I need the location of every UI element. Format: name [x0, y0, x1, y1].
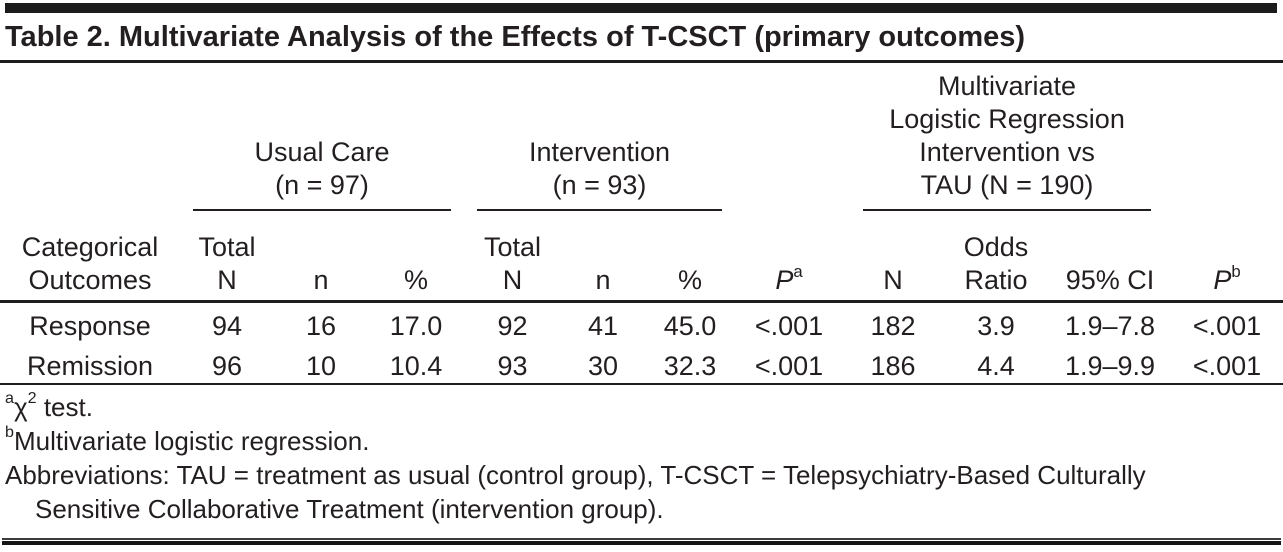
col-header-odds-ratio: Odds Ratio [943, 211, 1050, 303]
outcome-cell: Remission [0, 343, 180, 385]
bottom-thin-rule [2, 538, 1281, 540]
outcome-header-line1: Categorical [21, 232, 159, 262]
multivariate-line2: Logistic Regression [889, 104, 1125, 134]
footnote-a: aχ2 test. [5, 390, 1275, 424]
p-a-label: P [775, 265, 794, 295]
footnote-b-text: Multivariate logistic regression. [13, 426, 370, 456]
abbreviations-line2: Sensitive Collaborative Treatment (inter… [35, 494, 664, 524]
odds-line1: Odds [963, 232, 1029, 262]
odds-line2: Ratio [964, 265, 1028, 295]
footnote-a-marker: a [5, 389, 14, 408]
col-header-int-n: n [561, 211, 645, 303]
p-b-cell: <.001 [1192, 311, 1262, 341]
top-rule-bar [5, 3, 1277, 13]
col-header-int-total-n: Total N [464, 211, 561, 303]
multivariate-group-header: Multivariate Logistic Regression Intervent… [843, 63, 1171, 211]
mv-n-cell: 186 [843, 343, 944, 385]
int-total-line1: Total [483, 232, 542, 262]
odds-cell: 3.9 [977, 311, 1015, 341]
p-a-cell: <.001 [735, 343, 844, 385]
footnotes: aχ2 test. bMultivariate logistic regress… [0, 385, 1283, 526]
p-a-cell: <.001 [754, 311, 824, 341]
col-header-int-pct: % [645, 211, 736, 303]
ci-cell: 1.9–7.8 [1064, 311, 1156, 341]
footnote-b-marker: b [5, 423, 14, 442]
spanner-empty-pb [1171, 63, 1283, 211]
p-a-superscript: a [793, 261, 803, 281]
int-pct-cell: 32.3 [645, 343, 736, 385]
col-header-mv-n: N [843, 211, 944, 303]
ci-cell: 1.9–9.9 [1049, 343, 1172, 385]
uc-total-cell: 96 [180, 343, 274, 385]
intervention-group-header: Intervention (n = 93) [464, 63, 735, 211]
uc-n-cell: 10 [274, 343, 368, 385]
int-total-line2: N [502, 265, 523, 295]
table-row-remission: Remission 96 10 10.4 93 30 32.3 <.001 18… [0, 343, 1283, 385]
column-header-row: Categorical Outcomes Total N n % Total N n … [0, 211, 1283, 303]
p-b-superscript: b [1231, 261, 1241, 281]
col-header-uc-n: n [274, 211, 368, 303]
int-n-cell: 41 [587, 311, 619, 341]
uc-n-cell: 16 [305, 311, 337, 341]
usual-care-n: (n = 97) [275, 170, 369, 200]
uc-total-line2: N [217, 265, 237, 295]
group-header-row: Usual Care (n = 97) Intervention (n = 93) … [0, 63, 1283, 211]
p-b-label: P [1213, 265, 1232, 295]
intervention-n: (n = 93) [552, 170, 647, 200]
multivariate-line1: Multivariate [938, 71, 1077, 101]
abbreviations-line1: Abbreviations: TAU = treatment as usual … [5, 460, 1146, 490]
intervention-label: Intervention [528, 137, 671, 167]
uc-total-line1: Total [198, 232, 256, 262]
multivariate-line4: TAU (N = 190) [920, 170, 1094, 200]
int-total-cell: 92 [497, 311, 528, 341]
footnote-b: bMultivariate logistic regression. [5, 424, 1275, 458]
outcomes-table: Usual Care (n = 97) Intervention (n = 93) … [0, 63, 1283, 385]
int-n-cell: 30 [561, 343, 645, 385]
abbreviations-note: Abbreviations: TAU = treatment as usual … [5, 458, 1275, 526]
outcome-cell: Response [29, 311, 151, 341]
int-pct-cell: 45.0 [663, 311, 717, 341]
chi-symbol: χ [13, 392, 28, 422]
usual-care-label: Usual Care [254, 137, 390, 167]
col-header-ci: 95% CI [1049, 211, 1172, 303]
col-header-outcome: Categorical Outcomes [0, 211, 180, 303]
bottom-thick-rule [2, 541, 1281, 545]
bottom-double-rule [2, 538, 1281, 545]
footnote-a-text: test. [36, 392, 93, 422]
multivariate-line3: Intervention vs [919, 137, 1095, 167]
uc-pct-cell: 10.4 [368, 343, 464, 385]
col-header-p-a: Pa [735, 211, 844, 303]
chi-exponent: 2 [27, 389, 37, 408]
int-total-cell: 93 [464, 343, 561, 385]
spanner-empty-outcome [0, 63, 180, 211]
mv-n-cell: 182 [870, 311, 916, 341]
outcome-header-line2: Outcomes [28, 265, 152, 295]
spanner-empty-pa [735, 63, 843, 211]
uc-total-cell: 94 [211, 311, 243, 341]
col-header-uc-pct: % [368, 211, 464, 303]
col-header-p-b: Pb [1171, 211, 1283, 303]
usual-care-group-header: Usual Care (n = 97) [180, 63, 464, 211]
odds-cell: 4.4 [943, 343, 1050, 385]
uc-pct-cell: 17.0 [389, 311, 443, 341]
table-row-response: Response 94 16 17.0 92 41 45.0 <.001 182… [0, 302, 1283, 344]
p-b-cell: <.001 [1171, 343, 1283, 385]
table-title: Table 2. Multivariate Analysis of the Ef… [0, 13, 1283, 63]
col-header-uc-total-n: Total N [180, 211, 274, 303]
